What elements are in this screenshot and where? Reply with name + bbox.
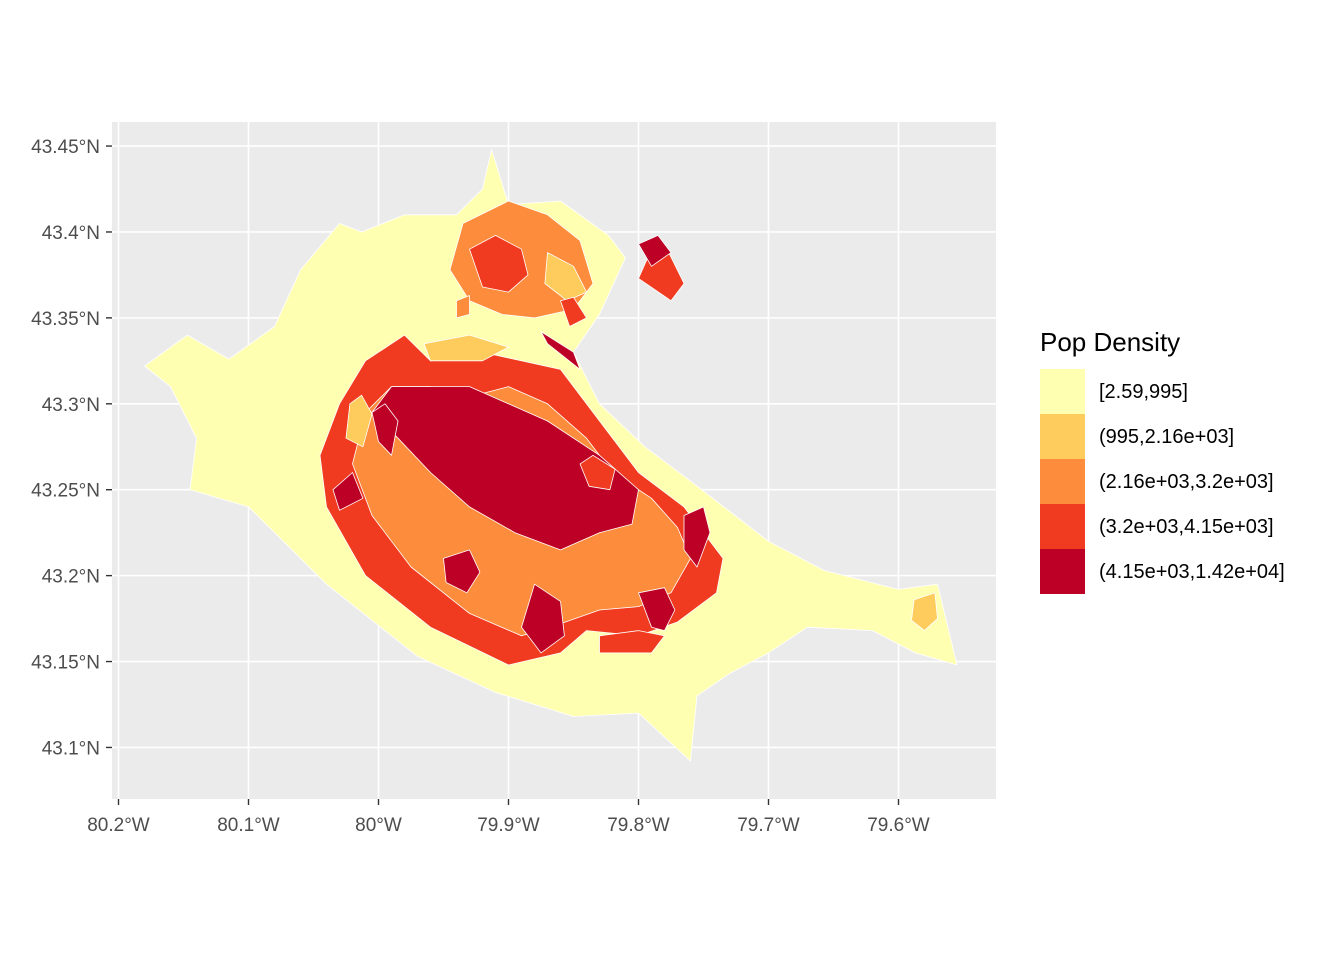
x-axis: 80.2°W 80.1°W 80°W 79.9°W 79.8°W 79.7°W 79.6°W [87,799,930,836]
legend-swatch [1040,369,1085,414]
tract-region [638,587,676,631]
legend-swatch [1040,459,1085,504]
x-tick-label: 80.2°W [87,815,150,836]
legend-label: (4.15e+03,1.42e+04] [1099,561,1285,583]
x-tick-label: 80.1°W [217,815,280,836]
x-tick-label: 80°W [355,815,402,836]
tract-region [443,549,481,594]
tract-region [540,331,581,370]
y-tick-label: 43.25°N [31,481,100,502]
legend: Pop Density [2.59,995] (995,2.16e+03] (2.1… [1040,327,1285,594]
y-tick-label: 43.1°N [42,738,100,759]
x-tick-label: 79.7°W [737,815,800,836]
x-tick-label: 79.9°W [477,815,540,836]
tract-region [911,592,938,631]
tract-region [579,454,616,491]
y-tick-label: 43.35°N [31,309,100,330]
tract-region [371,403,399,456]
tract-region [345,394,373,448]
legend-label: (3.2e+03,4.15e+03] [1099,516,1274,538]
tract-region [423,334,509,362]
y-tick-label: 43.15°N [31,653,100,674]
y-axis: 43.45°N 43.4°N 43.35°N 43.3°N 43.25°N 43.2°N 4… [31,137,112,759]
legend-label: [2.59,995] [1099,381,1188,403]
tract-region [469,234,529,293]
y-tick-label: 43.4°N [42,223,100,244]
legend-swatch [1040,549,1085,594]
y-tick-label: 43.2°N [42,567,100,588]
legend-title: Pop Density [1040,327,1180,357]
tract-region [521,583,565,654]
tract-region [560,296,587,327]
legend-swatch [1040,414,1085,459]
tract-region [456,295,470,319]
y-tick-label: 43.3°N [42,395,100,416]
tract-region [638,234,672,267]
tract-region [599,630,665,654]
legend-items: [2.59,995] (995,2.16e+03] (2.16e+03,3.2e+0… [1040,369,1285,594]
legend-label: (995,2.16e+03] [1099,426,1234,448]
tract-region [332,472,364,511]
x-tick-label: 79.6°W [867,815,930,836]
tract-region [683,506,711,568]
census-tracts [144,149,958,762]
tract-region [371,386,639,551]
legend-label: (2.16e+03,3.2e+03] [1099,471,1274,493]
x-tick-label: 79.8°W [607,815,670,836]
legend-swatch [1040,504,1085,549]
tract-region [544,252,587,302]
y-tick-label: 43.45°N [31,137,100,158]
